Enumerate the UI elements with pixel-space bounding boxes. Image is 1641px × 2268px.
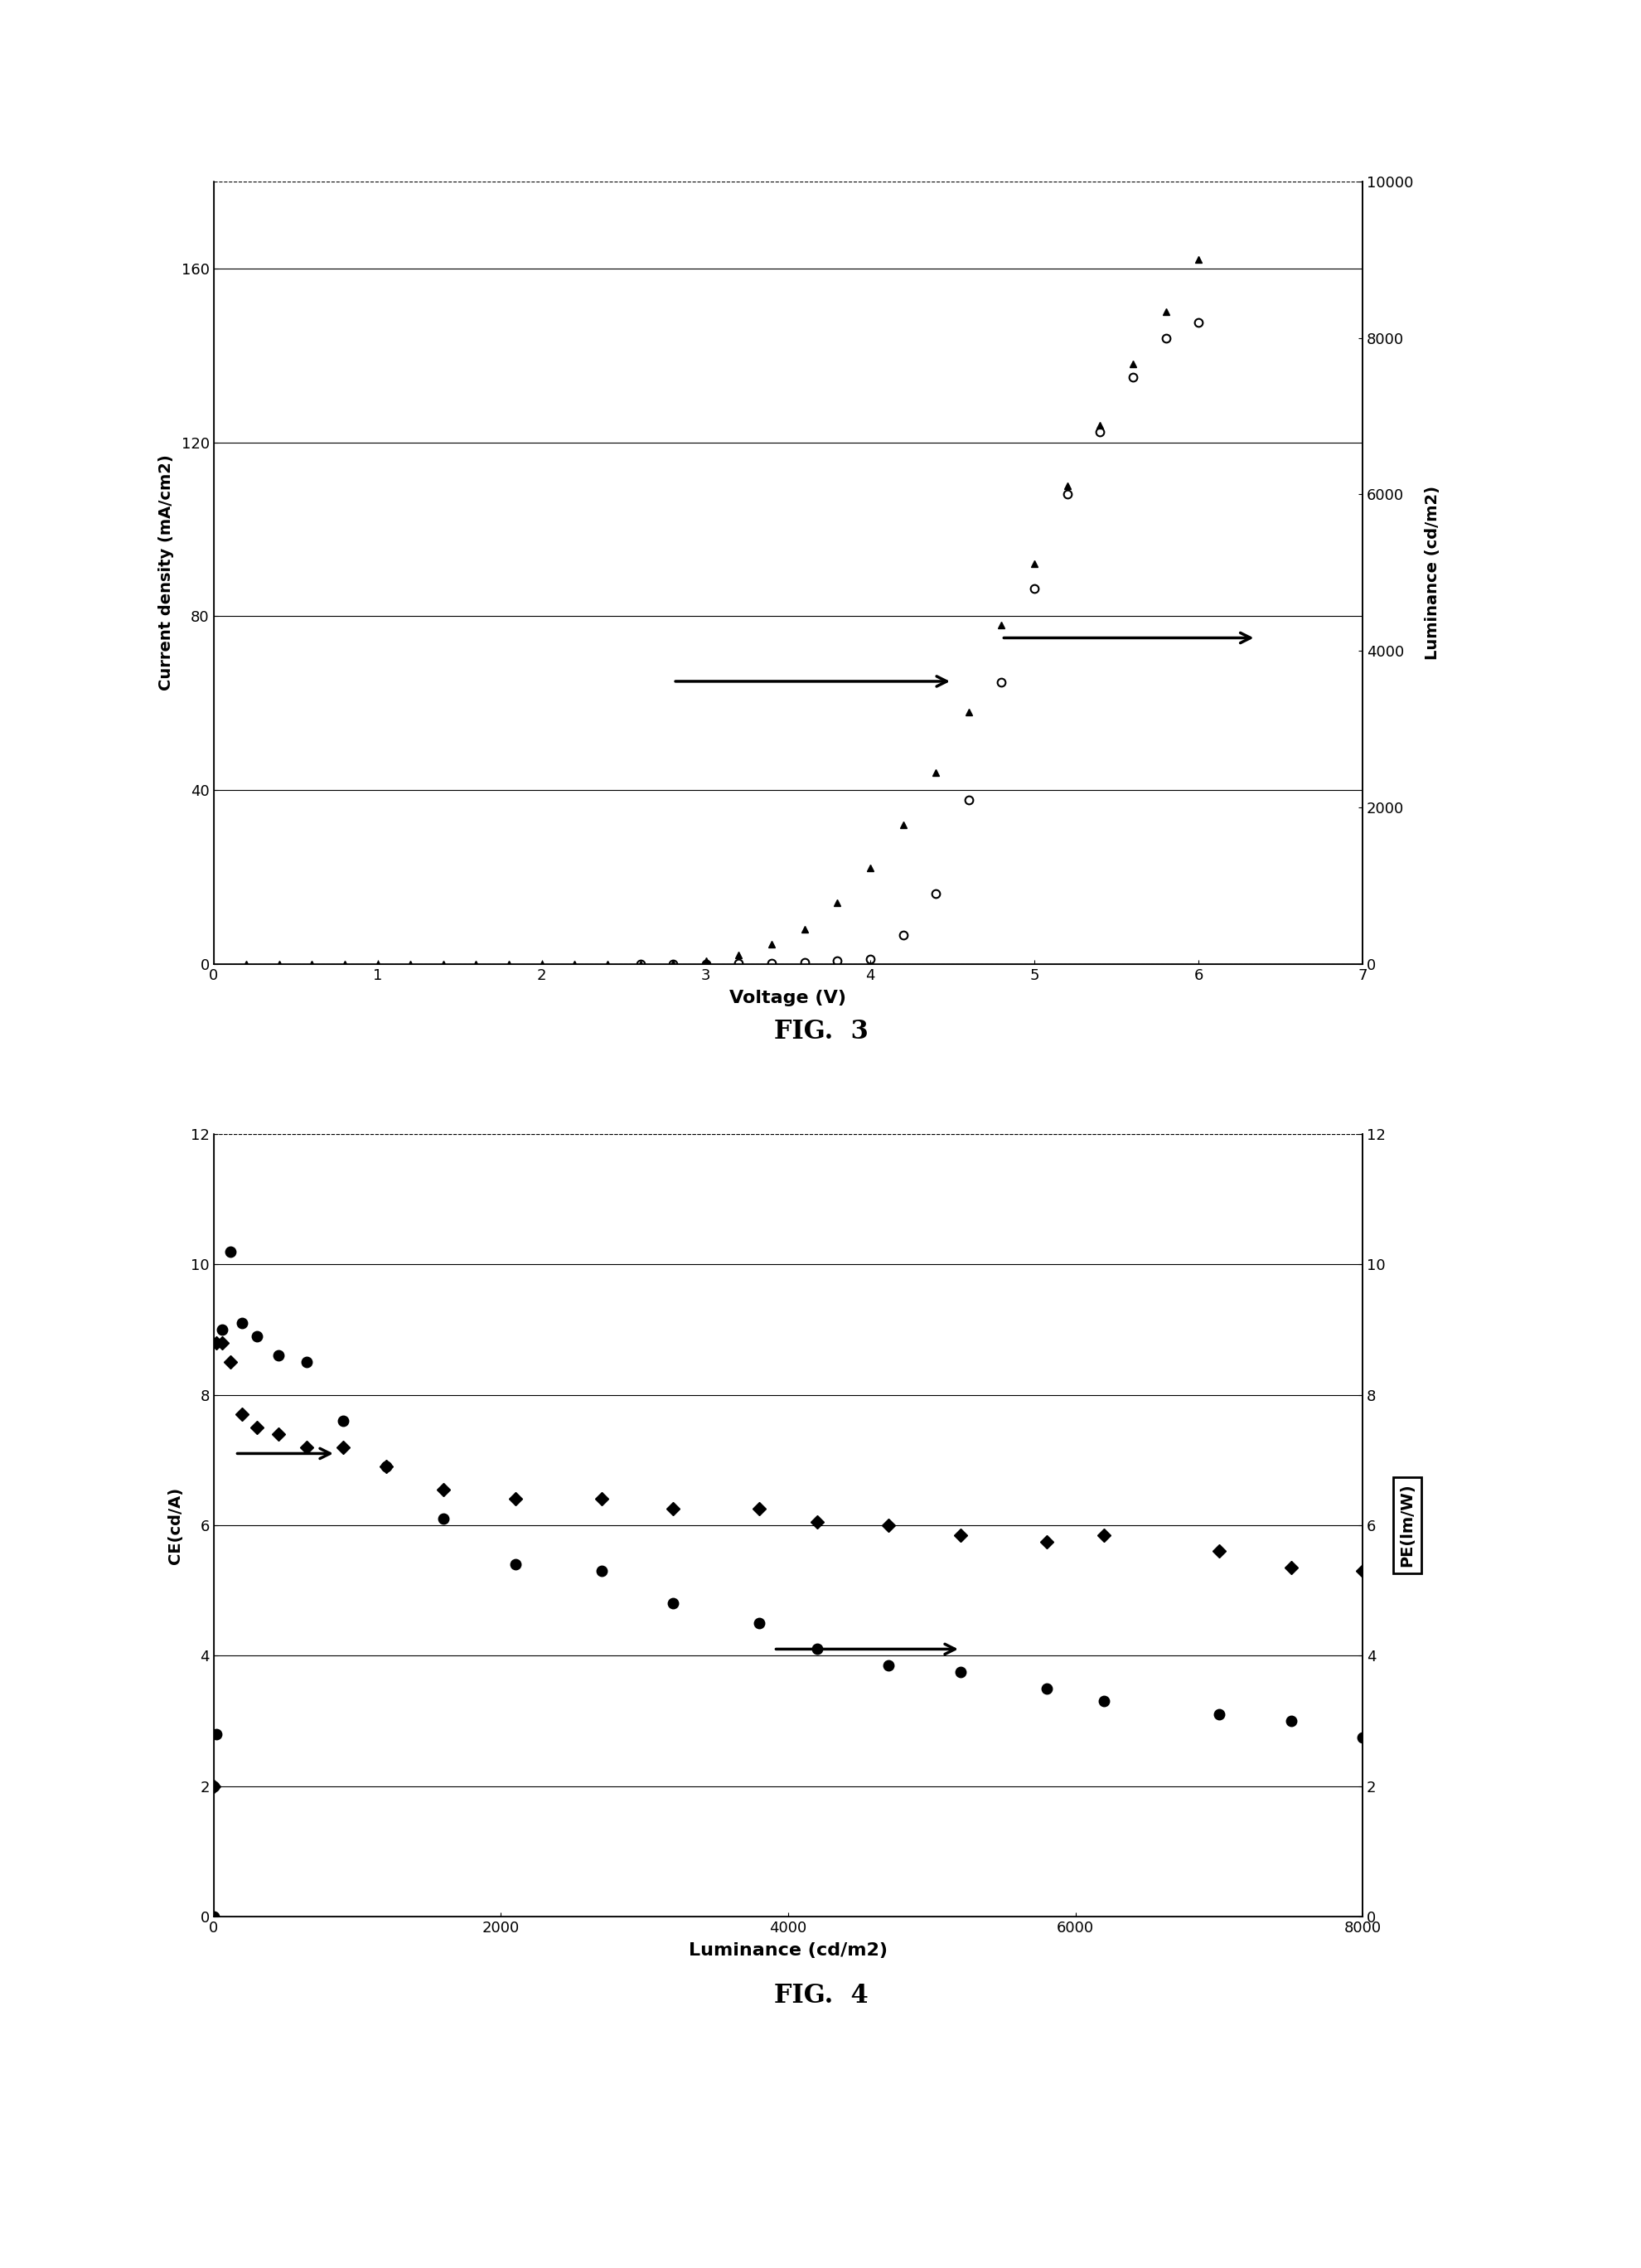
Y-axis label: CE(cd/A): CE(cd/A) (167, 1486, 184, 1565)
Text: FIG.  3: FIG. 3 (773, 1018, 868, 1046)
Y-axis label: Luminance (cd/m2): Luminance (cd/m2) (1424, 485, 1441, 660)
Y-axis label: PE(lm/W): PE(lm/W) (1398, 1483, 1415, 1567)
Y-axis label: Current density (mA/cm2): Current density (mA/cm2) (159, 454, 174, 692)
X-axis label: Luminance (cd/m2): Luminance (cd/m2) (688, 1941, 888, 1960)
X-axis label: Voltage (V): Voltage (V) (729, 989, 847, 1007)
Text: FIG.  4: FIG. 4 (773, 1982, 868, 2009)
